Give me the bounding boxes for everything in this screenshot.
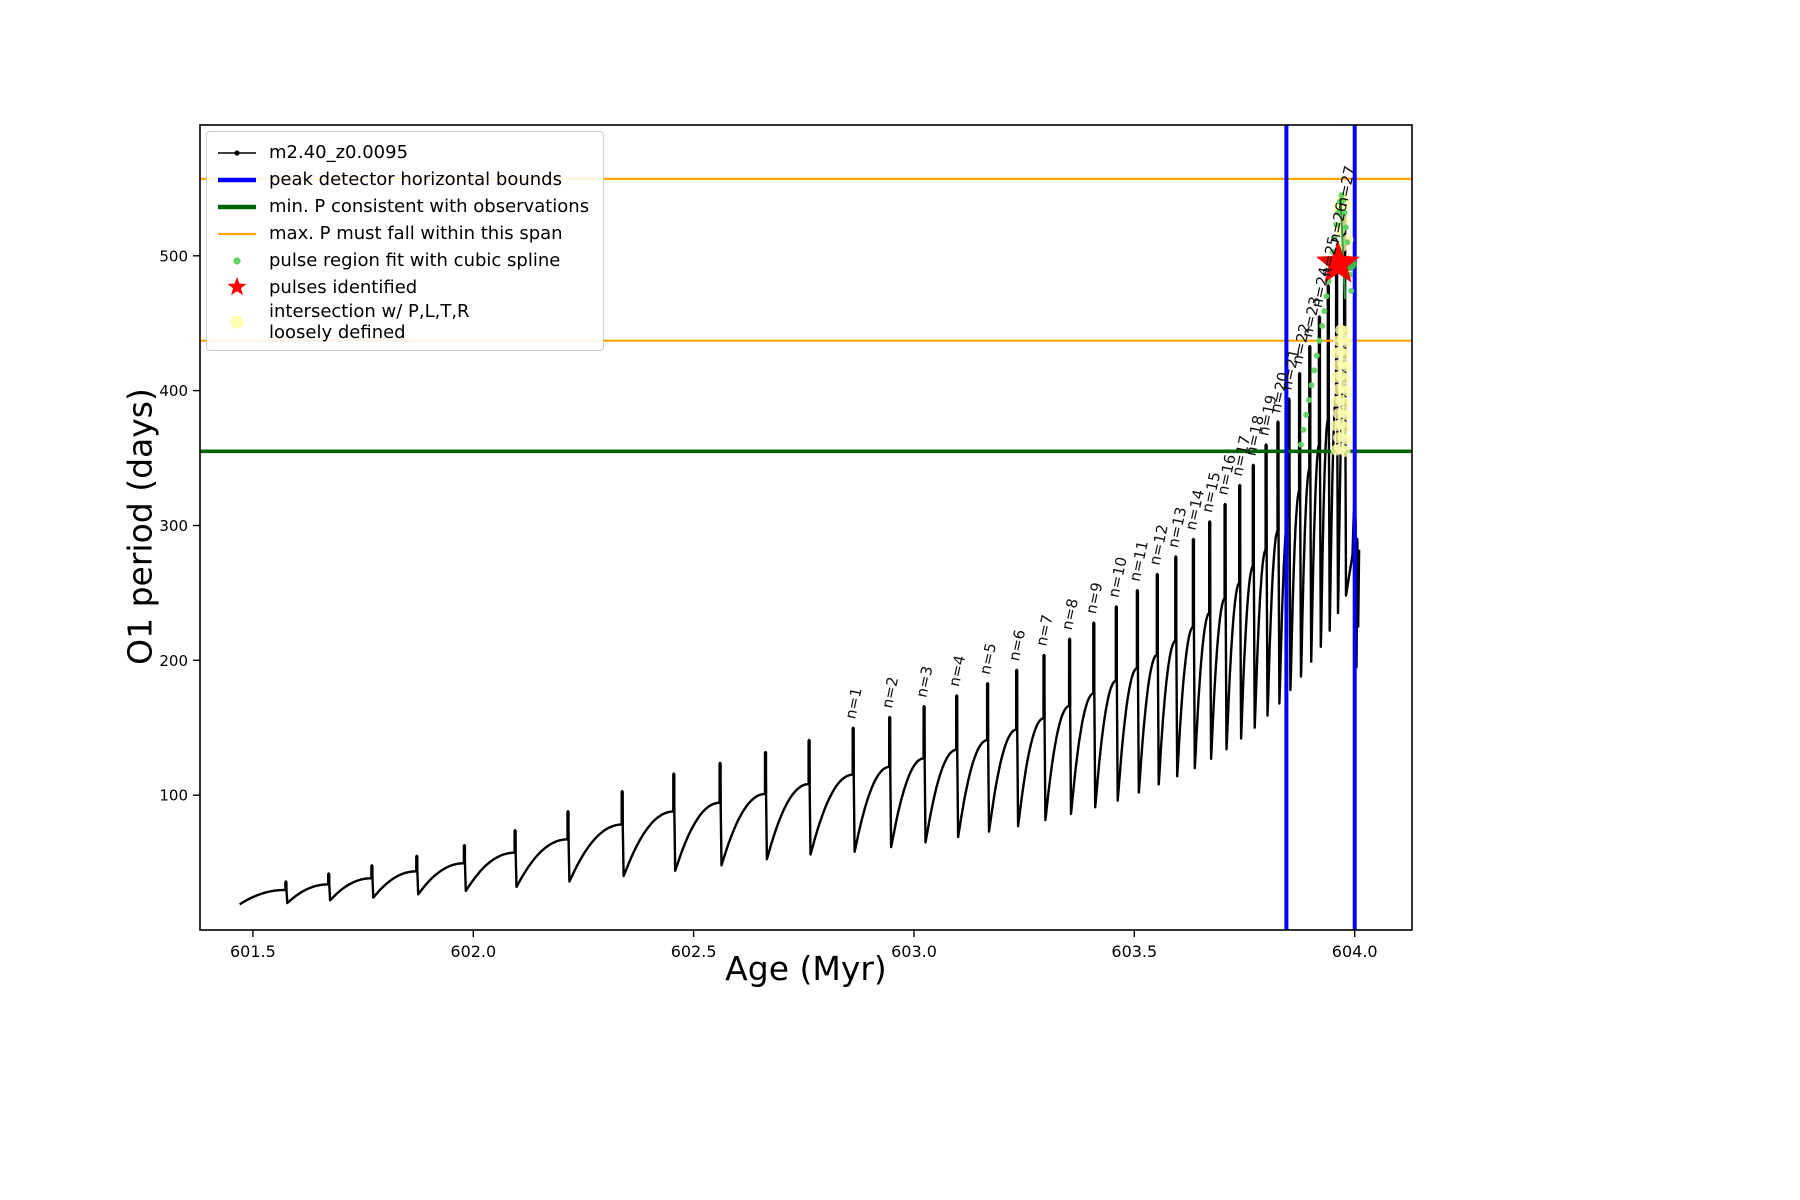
svg-text:500: 500 bbox=[159, 247, 188, 265]
legend-label: m2.40_z0.0095 bbox=[269, 141, 409, 163]
svg-text:n=4: n=4 bbox=[945, 654, 969, 689]
red-star-icon bbox=[216, 276, 258, 300]
green-dot-icon bbox=[216, 251, 258, 271]
legend-label: peak detector horizontal bounds bbox=[269, 168, 562, 190]
svg-text:100: 100 bbox=[159, 787, 188, 805]
svg-text:603.5: 603.5 bbox=[1111, 942, 1157, 961]
svg-text:n=5: n=5 bbox=[976, 641, 1000, 676]
x-axis-label: Age (Myr) bbox=[725, 949, 887, 988]
svg-text:400: 400 bbox=[159, 382, 188, 400]
legend-item-pulses: pulses identified bbox=[216, 274, 589, 301]
legend-label: pulse region fit with cubic spline bbox=[269, 249, 561, 271]
svg-text:200: 200 bbox=[159, 652, 188, 670]
legend-item-min-P: min. P consistent with observations bbox=[216, 193, 589, 220]
svg-text:n=6: n=6 bbox=[1005, 628, 1029, 663]
legend: m2.40_z0.0095 peak detector horizontal b… bbox=[206, 131, 605, 352]
legend-label: pulses identified bbox=[269, 276, 418, 298]
svg-text:602.0: 602.0 bbox=[450, 942, 496, 961]
svg-text:300: 300 bbox=[159, 517, 188, 535]
green-line-icon bbox=[216, 197, 258, 217]
legend-item-spline: pulse region fit with cubic spline bbox=[216, 247, 589, 274]
svg-text:603.0: 603.0 bbox=[891, 942, 937, 961]
svg-text:n=3: n=3 bbox=[912, 664, 936, 699]
legend-item-max-P-span: max. P must fall within this span bbox=[216, 220, 589, 247]
blue-line-icon bbox=[216, 170, 258, 190]
legend-item-series: m2.40_z0.0095 bbox=[216, 139, 589, 166]
legend-item-peak-bounds: peak detector horizontal bounds bbox=[216, 166, 589, 193]
legend-label: max. P must fall within this span bbox=[269, 222, 563, 244]
svg-text:n=1: n=1 bbox=[842, 686, 866, 721]
svg-text:n=7: n=7 bbox=[1032, 613, 1056, 648]
series-line-icon bbox=[216, 143, 258, 163]
svg-text:n=8: n=8 bbox=[1058, 597, 1082, 632]
legend-item-intersection: intersection w/ P,L,T,R loosely defined bbox=[216, 301, 589, 343]
y-axis-label: O1 period (days) bbox=[120, 388, 160, 665]
svg-text:602.5: 602.5 bbox=[671, 942, 717, 961]
svg-text:604.0: 604.0 bbox=[1332, 942, 1378, 961]
svg-text:601.5: 601.5 bbox=[230, 942, 276, 961]
yellow-dot-icon bbox=[216, 309, 258, 335]
svg-text:n=9: n=9 bbox=[1082, 581, 1106, 616]
legend-label: intersection w/ P,L,T,R loosely defined bbox=[269, 301, 470, 344]
svg-text:n=2: n=2 bbox=[878, 675, 902, 710]
legend-label: min. P consistent with observations bbox=[269, 195, 590, 217]
orange-line-icon bbox=[216, 224, 258, 244]
